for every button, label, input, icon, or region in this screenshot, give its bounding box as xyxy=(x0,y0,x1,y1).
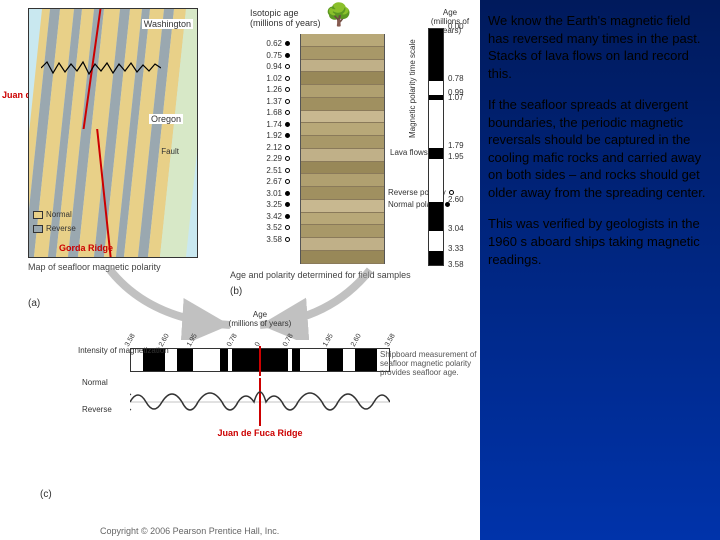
age-column: 0.620.750.941.021.261.371.681.741.922.12… xyxy=(252,38,290,245)
ridge-center-line xyxy=(259,346,261,376)
explanation-text: We know the Earth's magnetic field has r… xyxy=(480,0,720,540)
washington-label: Washington xyxy=(142,19,193,29)
iso-title-text: Isotopic age xyxy=(250,8,299,18)
c-age-title-text: Age xyxy=(253,310,267,319)
magnetization-curve: Normal Reverse xyxy=(130,378,390,426)
mag-axis-labels: Normal Reverse xyxy=(82,378,112,416)
timescale-axis-label: Magnetic polarity time scale xyxy=(408,39,417,138)
c-age-sub-text: (millions of years) xyxy=(229,319,292,328)
legend-reverse-text: Reverse xyxy=(46,224,76,233)
panel-c-tag: (c) xyxy=(40,489,52,500)
shipboard-note: Shipboard measurement of seafloor magnet… xyxy=(380,350,480,377)
map-box: Washington Oregon Fault Normal Reverse G… xyxy=(28,8,198,258)
polarity-timescale xyxy=(428,28,444,266)
gorda-ridge-label: Gorda Ridge xyxy=(59,243,113,253)
anomaly-profile xyxy=(41,59,161,77)
panel-b-lava: Isotopic age (millions of years) Age (mi… xyxy=(230,8,465,288)
copyright-text: Copyright © 2006 Pearson Prentice Hall, … xyxy=(100,526,279,536)
panel-c-age-title: Age (millions of years) xyxy=(130,310,390,328)
paragraph-2: If the seafloor spreads at divergent bou… xyxy=(488,96,710,201)
fault-label: Fault xyxy=(161,147,179,156)
intensity-label: Intensity of magnetization xyxy=(78,346,169,355)
legend-normal: Normal xyxy=(33,210,72,219)
paragraph-3: This was verified by geologists in the 1… xyxy=(488,215,710,268)
paragraph-1: We know the Earth's magnetic field has r… xyxy=(488,12,710,82)
figure-area: Juan de Fuca Ridge Washington Oregon Fau… xyxy=(0,0,480,540)
legend-reverse: Reverse xyxy=(33,224,76,233)
panel-c-symmetric: Age (millions of years) 3.582.601.950.78… xyxy=(80,310,470,510)
symmetric-stripes xyxy=(130,348,390,372)
isotopic-age-title: Isotopic age (millions of years) xyxy=(250,8,321,28)
reverse-label: Reverse xyxy=(82,405,112,414)
oregon-label: Oregon xyxy=(149,114,183,124)
panel-c-ridge-label: Juan de Fuca Ridge xyxy=(130,428,390,438)
legend-normal-text: Normal xyxy=(46,210,72,219)
age-title-text: Age xyxy=(443,8,457,17)
iso-sub-text: (millions of years) xyxy=(250,18,321,28)
tree-icon: 🌳 xyxy=(325,2,352,28)
lava-flows-label: Lava flows xyxy=(390,148,428,157)
panel-a-tag: (a) xyxy=(28,298,40,309)
normal-label: Normal xyxy=(82,378,112,387)
lava-stack xyxy=(300,34,385,264)
panel-a-map: Juan de Fuca Ridge Washington Oregon Fau… xyxy=(28,8,218,288)
